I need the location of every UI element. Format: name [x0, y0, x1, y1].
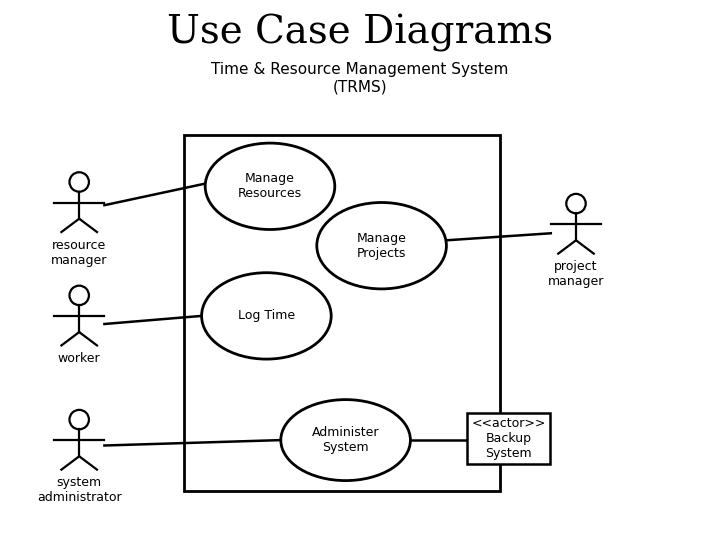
Text: system
administrator: system administrator [37, 476, 122, 504]
Text: Administer
System: Administer System [312, 426, 379, 454]
Text: resource
manager: resource manager [51, 239, 107, 267]
Text: project
manager: project manager [548, 260, 604, 288]
Text: Log Time: Log Time [238, 309, 295, 322]
Text: <<actor>>
Backup
System: <<actor>> Backup System [472, 417, 546, 460]
Ellipse shape [202, 273, 331, 359]
FancyBboxPatch shape [184, 135, 500, 491]
Text: worker: worker [58, 352, 101, 365]
Text: Manage
Projects: Manage Projects [356, 232, 407, 260]
Ellipse shape [205, 143, 335, 230]
FancyBboxPatch shape [467, 413, 550, 464]
Text: Manage
Resources: Manage Resources [238, 172, 302, 200]
Ellipse shape [281, 400, 410, 481]
Ellipse shape [317, 202, 446, 289]
Text: Time & Resource Management System
(TRMS): Time & Resource Management System (TRMS) [211, 62, 509, 94]
Text: Use Case Diagrams: Use Case Diagrams [167, 14, 553, 51]
